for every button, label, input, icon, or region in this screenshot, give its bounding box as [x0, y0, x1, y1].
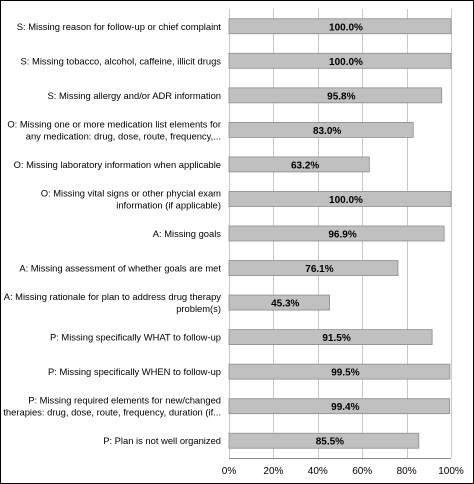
x-tick-label: 40% [308, 466, 328, 477]
value-label: 63.2% [291, 160, 319, 171]
value-label: 100.0% [329, 195, 363, 206]
category-label: A: Missing goals [153, 228, 222, 239]
bar [228, 363, 451, 380]
category-label: O: Missing laboratory information when a… [14, 159, 221, 170]
bar [228, 87, 443, 104]
category-label: therapies: drug, dose, route, frequency,… [3, 407, 221, 418]
bar [228, 432, 420, 449]
value-label: 83.0% [313, 126, 341, 137]
category-label: A: Missing rationale for plan to address… [4, 291, 222, 302]
category-label: P: Missing specifically WHEN to follow-u… [48, 366, 221, 377]
value-label: 76.1% [305, 264, 333, 275]
bar [228, 18, 452, 35]
category-label: problem(s) [176, 303, 221, 314]
x-tick-label: 60% [352, 466, 372, 477]
x-tick-label: 20% [263, 466, 283, 477]
value-label: 91.5% [322, 333, 350, 344]
value-label: 95.8% [327, 91, 355, 102]
bar [228, 260, 399, 276]
value-labels: 100.0% 100.0% 95.8% 83.0% 63.2% 100.0% 96.9% 76… [271, 22, 363, 447]
value-label: 99.5% [331, 368, 359, 379]
bars [228, 18, 452, 449]
bar [228, 52, 452, 69]
category-label: P: Missing specifically WHAT to follow-u… [50, 332, 221, 343]
value-label: 85.5% [316, 437, 344, 448]
bar [228, 398, 451, 415]
x-tick-label: 80% [397, 466, 417, 477]
category-label: S: Missing tobacco, alcohol, caffeine, i… [21, 55, 222, 66]
category-label: information (if applicable) [116, 199, 221, 210]
value-label: 100.0% [329, 57, 363, 68]
value-label: 96.9% [328, 230, 356, 241]
bar [228, 225, 445, 242]
x-axis: 0% 20% 40% 60% 80% 100% [222, 458, 464, 477]
category-label: any medication: drug, dose, route, frequ… [26, 130, 221, 141]
category-label: O: Missing vital signs or other phycial … [41, 187, 221, 198]
category-label: P: Missing required elements for new/cha… [28, 395, 221, 406]
bar [228, 191, 452, 207]
value-label: 100.0% [329, 22, 363, 33]
category-label: O: Missing one or more medication list e… [7, 118, 221, 129]
category-label: A: Missing assessment of whether goals a… [19, 263, 221, 274]
category-label: P: Plan is not well organized [103, 435, 221, 446]
bar [228, 121, 414, 138]
x-tick-label: 100% [438, 466, 464, 477]
value-label: 45.3% [271, 299, 299, 310]
bar [228, 329, 433, 346]
x-tick-label: 0% [222, 466, 237, 477]
category-label: S: Missing reason for follow-up or chief… [17, 21, 222, 32]
category-labels: S: Missing reason for follow-up or chief… [3, 21, 221, 446]
bar [228, 294, 330, 311]
bar [228, 156, 370, 173]
category-label: S: Missing allergy and/or ADR informatio… [47, 90, 221, 101]
value-label: 99.4% [331, 402, 359, 413]
